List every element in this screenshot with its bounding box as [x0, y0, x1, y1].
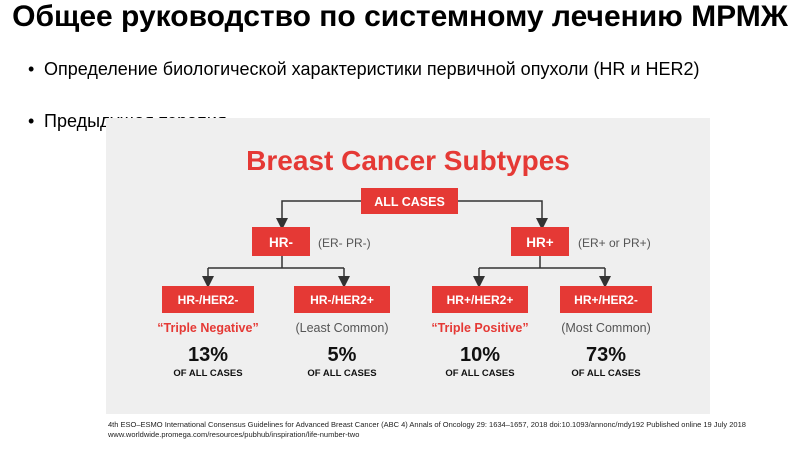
footnote: 4th ESO–ESMO International Consensus Gui… — [108, 420, 788, 440]
subtype-label: HR-/HER2+ — [310, 293, 374, 307]
root-label: ALL CASES — [374, 195, 445, 209]
connector-root-left — [276, 200, 361, 230]
figure-title: Breast Cancer Subtypes — [246, 145, 570, 176]
group-note-hr-pos: (ER+ or PR+) — [578, 236, 651, 250]
root-box — [361, 188, 458, 214]
connector-hr-pos — [478, 256, 606, 282]
subtype-box — [560, 286, 652, 313]
footnote-citation: 4th ESO–ESMO International Consensus Gui… — [108, 420, 746, 429]
footnote-url: www.worldwide.promega.com/resources/pubh… — [108, 430, 360, 439]
bullet-item: Определение биологической характеристики… — [28, 58, 788, 110]
subtypes-figure: Breast Cancer Subtypes ALL CASES HR- (ER… — [106, 118, 710, 414]
subtype-label: HR-/HER2- — [178, 293, 239, 307]
subtype-caption: OF ALL CASES — [173, 368, 242, 379]
group-box-hr-neg — [252, 227, 310, 256]
group-label-hr-pos: HR+ — [526, 235, 553, 250]
subtype-note: “Triple Positive” — [431, 321, 528, 335]
group-box-hr-pos — [511, 227, 569, 256]
subtype-note: (Most Common) — [561, 321, 651, 335]
subtype-label: HR+/HER2- — [574, 293, 638, 307]
subtype-percent: 73% — [586, 344, 626, 366]
connector-hr-neg — [207, 256, 345, 282]
subtype-box — [432, 286, 528, 313]
subtype-caption: OF ALL CASES — [445, 368, 514, 379]
connector-root-right — [458, 200, 548, 230]
subtype-note: (Least Common) — [295, 321, 388, 335]
subtype-label: HR+/HER2+ — [447, 293, 514, 307]
subtype-note: “Triple Negative” — [157, 321, 258, 335]
subtype-caption: OF ALL CASES — [571, 368, 640, 379]
group-note-hr-neg: (ER- PR-) — [318, 236, 371, 250]
subtypes-diagram: Breast Cancer Subtypes ALL CASES HR- (ER… — [157, 145, 652, 379]
subtype-box — [294, 286, 390, 313]
subtype-percent: 13% — [188, 344, 228, 366]
subtype-percent: 5% — [328, 344, 357, 366]
subtype-caption: OF ALL CASES — [307, 368, 376, 379]
slide-title: Общее руководство по системному лечению … — [12, 0, 788, 33]
subtype-percent: 10% — [460, 344, 500, 366]
group-label-hr-neg: HR- — [269, 235, 293, 250]
subtype-box — [162, 286, 254, 313]
